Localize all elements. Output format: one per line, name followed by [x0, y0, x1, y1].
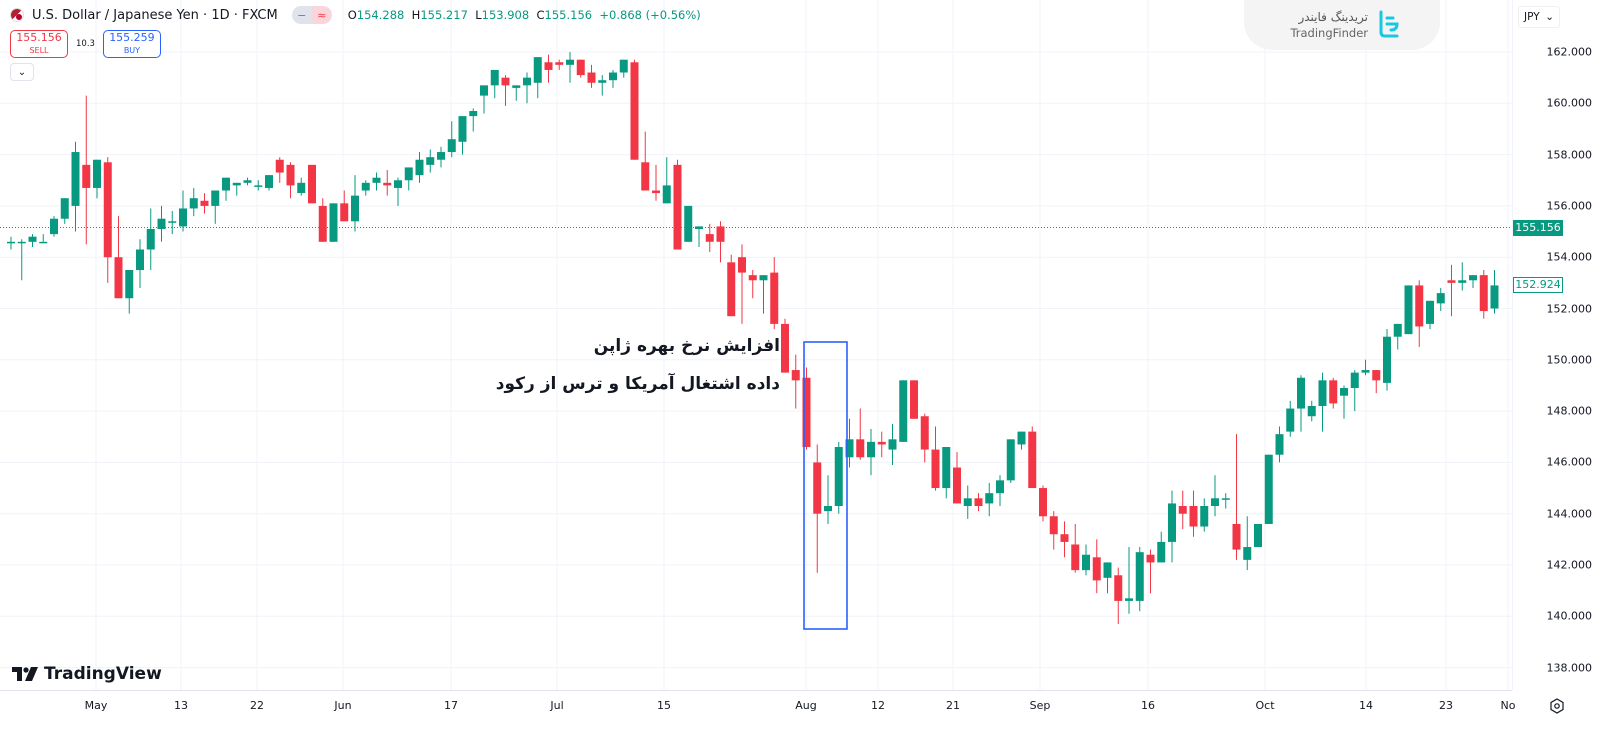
annotation-line-2: داده اشتغال آمریکا و ترس از رکود: [495, 374, 780, 394]
watermark-text-fa: تریدینگ فایندر: [1298, 10, 1368, 24]
price-tick: 162.000: [1546, 45, 1593, 59]
time-tick: Aug: [795, 699, 817, 712]
open-label: O: [347, 8, 357, 22]
collapse-legend-button[interactable]: ⌄: [10, 63, 34, 81]
chart-plot-area[interactable]: [0, 0, 1512, 690]
time-tick: 17: [444, 699, 458, 712]
close-value: 155.156: [544, 8, 593, 22]
market-status-pill[interactable]: − ≈: [291, 6, 332, 24]
minus-icon: −: [291, 6, 312, 24]
chevron-down-icon: ⌄: [17, 66, 27, 78]
currency-select[interactable]: JPY ⌄: [1518, 6, 1560, 28]
price-tick: 140.000: [1546, 609, 1593, 623]
buy-price: 155.259: [109, 31, 155, 44]
chart-settings-button[interactable]: [1548, 697, 1566, 715]
price-tick: 148.000: [1546, 404, 1593, 418]
price-tick: 138.000: [1546, 661, 1593, 675]
buy-label: BUY: [123, 46, 141, 55]
price-tick: 158.000: [1546, 148, 1593, 162]
tradingfinder-watermark: تریدینگ فایندر TradingFinder: [1244, 0, 1440, 50]
ohlc-values: O154.288 H155.217 L153.908 C155.156 +0.8…: [348, 8, 701, 22]
current-price-label: 152.924: [1513, 276, 1563, 293]
symbol-legend: U.S. Dollar / Japanese Yen · 1D · FXCM −…: [10, 6, 701, 24]
time-tick: Sep: [1029, 699, 1051, 712]
price-tick: 142.000: [1546, 558, 1593, 572]
low-value: 153.908: [481, 8, 530, 22]
time-tick: 15: [657, 699, 671, 712]
close-label: C: [536, 8, 545, 22]
chevron-down-icon: ⌄: [1545, 11, 1554, 23]
sell-button[interactable]: 155.156 SELL: [10, 30, 68, 58]
symbol-title[interactable]: U.S. Dollar / Japanese Yen · 1D · FXCM: [32, 7, 278, 23]
candlestick-canvas: [0, 0, 1512, 690]
usd-jpy-flag-icon: [10, 8, 24, 22]
time-tick: 22: [250, 699, 264, 712]
time-tick: 16: [1141, 699, 1155, 712]
last-price-label: 155.156: [1513, 219, 1563, 236]
tradingfinder-logo-icon: [1379, 10, 1399, 38]
time-tick: Oct: [1255, 699, 1275, 712]
spread-value: 10.3: [76, 39, 95, 49]
tradingview-logo-icon: [12, 667, 38, 681]
price-tick: 154.000: [1546, 250, 1593, 264]
time-tick: May: [84, 699, 108, 712]
currency-value: JPY: [1524, 11, 1540, 23]
low-label: L: [475, 8, 482, 22]
change-value: +0.868 (+0.56%): [599, 8, 701, 22]
time-tick: 23: [1439, 699, 1453, 712]
sell-price: 155.156: [16, 31, 62, 44]
tradingview-logo[interactable]: TradingView: [12, 664, 162, 684]
time-tick: Jun: [334, 699, 352, 712]
time-tick: Jul: [550, 699, 564, 712]
annotation-line-1: افزایش نرخ بهره ژاپن: [593, 336, 780, 356]
price-tick: 146.000: [1546, 455, 1593, 469]
time-axis[interactable]: May 13 22 Jun 17 Jul 15 Aug 12 21 Sep 16 Oct 14 23 No: [0, 690, 1515, 733]
time-tick: No: [1500, 699, 1516, 712]
price-axis[interactable]: 162.000 160.000 158.000 156.000 154.000 152.0…: [1512, 0, 1600, 690]
price-tick: 144.000: [1546, 507, 1593, 521]
time-tick: 13: [174, 699, 188, 712]
time-tick: 12: [871, 699, 885, 712]
trade-panel: 155.156 SELL 10.3 155.259 BUY: [10, 30, 161, 58]
high-label: H: [411, 8, 421, 22]
tradingview-text: TradingView: [44, 664, 162, 684]
price-tick: 150.000: [1546, 353, 1593, 367]
time-tick: 14: [1359, 699, 1373, 712]
buy-button[interactable]: 155.259 BUY: [102, 30, 161, 58]
high-value: 155.217: [420, 8, 468, 22]
price-tick: 156.000: [1546, 199, 1593, 213]
time-tick: 21: [946, 699, 960, 712]
watermark-text-en: TradingFinder: [1290, 26, 1368, 40]
open-value: 154.288: [356, 8, 405, 22]
approx-icon: ≈: [311, 6, 332, 24]
settings-hexagon-icon: [1550, 698, 1564, 714]
sell-label: SELL: [29, 46, 49, 55]
price-tick: 160.000: [1546, 96, 1593, 110]
price-tick: 152.000: [1546, 302, 1593, 315]
